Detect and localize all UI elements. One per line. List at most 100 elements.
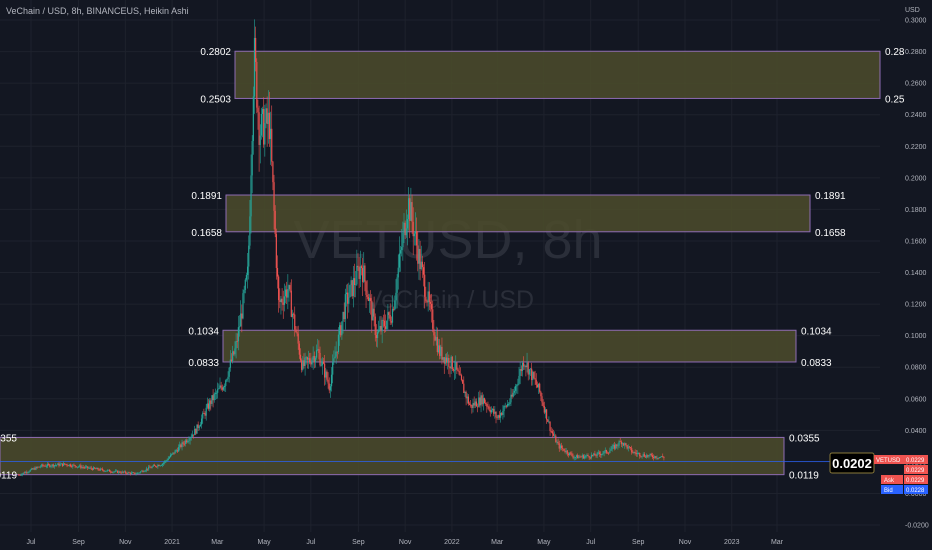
candle-body-545: [644, 456, 647, 458]
candle-body-340: [409, 198, 411, 221]
candle-body-273: [332, 362, 334, 375]
candle-body-8: [27, 472, 29, 473]
candle-body-101: [134, 472, 136, 475]
candle-body-423: [504, 405, 506, 407]
candle-body-506: [600, 453, 602, 456]
candle-body-323: [389, 314, 391, 322]
candle-body-286: [347, 292, 349, 304]
candle-body-0: [18, 474, 20, 476]
candle-body-71: [99, 468, 101, 471]
candle-body-432: [514, 386, 517, 391]
candle-body-418: [498, 415, 501, 418]
candle-body-300: [363, 265, 365, 282]
candle-body-114: [149, 466, 151, 468]
time-axis[interactable]: Jul Sep Nov 2021 Mar May Jul Sep Nov 2022 Mar May Ju…: [27, 539, 784, 546]
candle-body-77: [106, 470, 108, 471]
candle-body-411: [490, 410, 493, 413]
candle-body-490: [581, 455, 583, 457]
candle-body-230: [282, 302, 284, 305]
candle-body-558: [659, 456, 662, 458]
candle-body-197: [244, 279, 246, 290]
candle-body-242: [296, 332, 298, 334]
candle-body-511: [605, 450, 608, 453]
candle-body-305: [368, 298, 371, 301]
candle-body-153: [194, 428, 196, 436]
candle-body-112: [146, 468, 149, 470]
candle-body-434: [517, 383, 519, 386]
candle-body-58: [84, 466, 87, 468]
quote-ask-value: 0.0229: [906, 478, 925, 484]
candle-body-538: [636, 453, 639, 454]
candle-body-185: [230, 359, 233, 361]
candle-body-217: [267, 112, 269, 124]
candle-body-452: [537, 383, 540, 388]
last-price-value: 0.0202: [832, 456, 872, 471]
candle-body-249: [304, 357, 306, 366]
candle-body-289: [350, 280, 352, 286]
candle-body-44: [68, 464, 70, 466]
candle-body-199: [246, 266, 249, 275]
candle-body-51: [76, 466, 78, 468]
x-tick-label-5: May: [257, 539, 271, 546]
candle-body-80: [110, 471, 112, 473]
candle-body-282: [342, 311, 344, 322]
candle-body-387: [463, 383, 465, 394]
candle-body-549: [649, 454, 651, 456]
candle-body-407: [486, 403, 488, 407]
candle-body-198: [245, 274, 248, 280]
zone-0[interactable]: [234, 50, 881, 99]
candle-body-554: [655, 456, 657, 459]
zone-3[interactable]: [0, 436, 785, 476]
candle-body-231: [283, 296, 285, 305]
candle-body-422: [503, 406, 505, 411]
candle-body-321: [387, 312, 389, 321]
candle-body-195: [242, 293, 244, 319]
candle-body-134: [172, 452, 174, 454]
candle-body-350: [420, 261, 422, 270]
candle-body-226: [278, 276, 280, 301]
candle-body-120: [156, 466, 158, 468]
candle-body-73: [102, 469, 104, 471]
zone-1[interactable]: [225, 194, 811, 233]
candle-body-491: [582, 455, 585, 459]
candle-body-497: [589, 457, 591, 459]
candle-body-401: [479, 397, 481, 406]
candle-body-534: [632, 452, 634, 454]
candle-body-344: [413, 233, 415, 237]
price-axis[interactable]: 0.3000 0.2800 0.2600 0.2400 0.2200 0.2000 0.18…: [905, 18, 929, 530]
candle-body-519: [615, 444, 617, 449]
candle-body-385: [460, 375, 463, 380]
y-tick-label-2: 0.2600: [905, 81, 927, 88]
quote-symbol-value: 0.0229: [906, 458, 925, 464]
zone-2[interactable]: [222, 329, 797, 363]
candle-body-348: [418, 248, 420, 264]
candle-body-187: [233, 351, 235, 355]
candle-body-516: [611, 446, 613, 450]
candle-body-380: [455, 362, 457, 370]
candle-body-255: [311, 359, 313, 365]
candle-body-424: [505, 405, 507, 407]
candle-body-405: [483, 398, 486, 404]
candle-body-234: [287, 288, 289, 298]
candle-body-467: [555, 435, 557, 443]
candle-body-288: [349, 285, 351, 298]
candle-body-306: [370, 298, 372, 301]
candle-body-470: [558, 443, 560, 449]
candle-body-202: [250, 175, 252, 217]
candle-body-366: [439, 345, 441, 356]
zones-layer: 0.2802 0.2503 0.28 0.25 0.1891 0.1658 0.1891 0.…: [0, 47, 905, 482]
candle-body-5: [23, 472, 26, 474]
candle-body-309: [373, 308, 375, 317]
candle-body-445: [529, 368, 532, 370]
candle-body-412: [491, 408, 494, 411]
candle-body-203: [251, 140, 253, 176]
candle-body-447: [532, 372, 534, 381]
candle-body-393: [470, 404, 472, 406]
y-tick-label-12: 0.0600: [905, 396, 927, 403]
candle-body-427: [509, 402, 511, 404]
candle-body-139: [177, 447, 180, 452]
candle-body-559: [661, 456, 663, 458]
candle-body-543: [642, 454, 644, 457]
candle-body-496: [588, 456, 590, 458]
